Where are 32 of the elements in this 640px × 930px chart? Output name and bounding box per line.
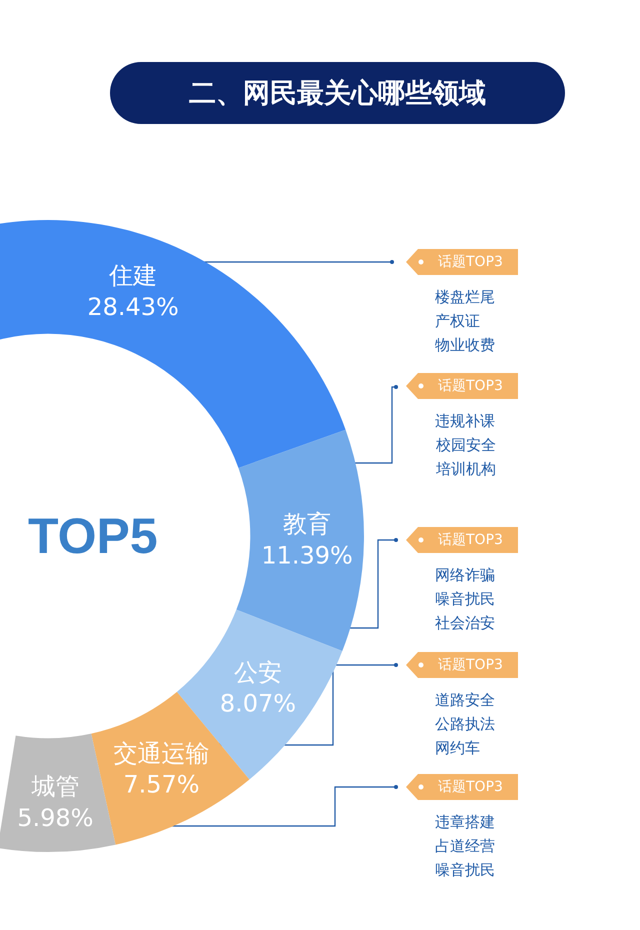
slice-label: 住建 — [108, 262, 158, 290]
text: 话题TOP3 — [438, 254, 503, 270]
text: 违规补课 — [435, 412, 495, 430]
text: 占道经营 — [435, 837, 495, 855]
text: 噪音扰民 — [435, 590, 495, 608]
data-label: 5.98% — [17, 804, 94, 832]
slice-label: 城管 — [30, 772, 80, 801]
slice-label: 公安 — [234, 658, 282, 686]
text: 产权证 — [435, 312, 480, 330]
text: 网络诈骗 — [435, 566, 495, 584]
text: 社会治安 — [435, 614, 495, 632]
text: 话题TOP3 — [438, 779, 503, 795]
data-label: 8.07% — [220, 689, 296, 718]
text: 物业收费 — [435, 336, 495, 354]
text: 话题TOP3 — [438, 657, 503, 673]
text: 公路执法 — [435, 715, 495, 733]
slice-label: 教育 — [283, 510, 332, 538]
chart-title: 二、网民最关心哪些领域 — [189, 78, 486, 109]
text: 道路安全 — [435, 691, 495, 709]
text: 话题TOP3 — [438, 532, 503, 548]
text: 楼盘烂尾 — [435, 288, 495, 306]
text: 违章搭建 — [435, 813, 495, 831]
text: 话题TOP3 — [438, 378, 503, 394]
slice-label: 交通运输 — [113, 739, 210, 768]
text: 培训机构 — [435, 460, 496, 478]
text: 网约车 — [435, 739, 480, 757]
data-label: 11.39% — [261, 541, 353, 570]
text: 校园安全 — [435, 436, 496, 454]
text: TOP5 — [28, 508, 158, 564]
data-label: 7.57% — [123, 770, 200, 799]
data-label: 28.43% — [87, 292, 179, 321]
text: 噪音扰民 — [435, 861, 495, 879]
